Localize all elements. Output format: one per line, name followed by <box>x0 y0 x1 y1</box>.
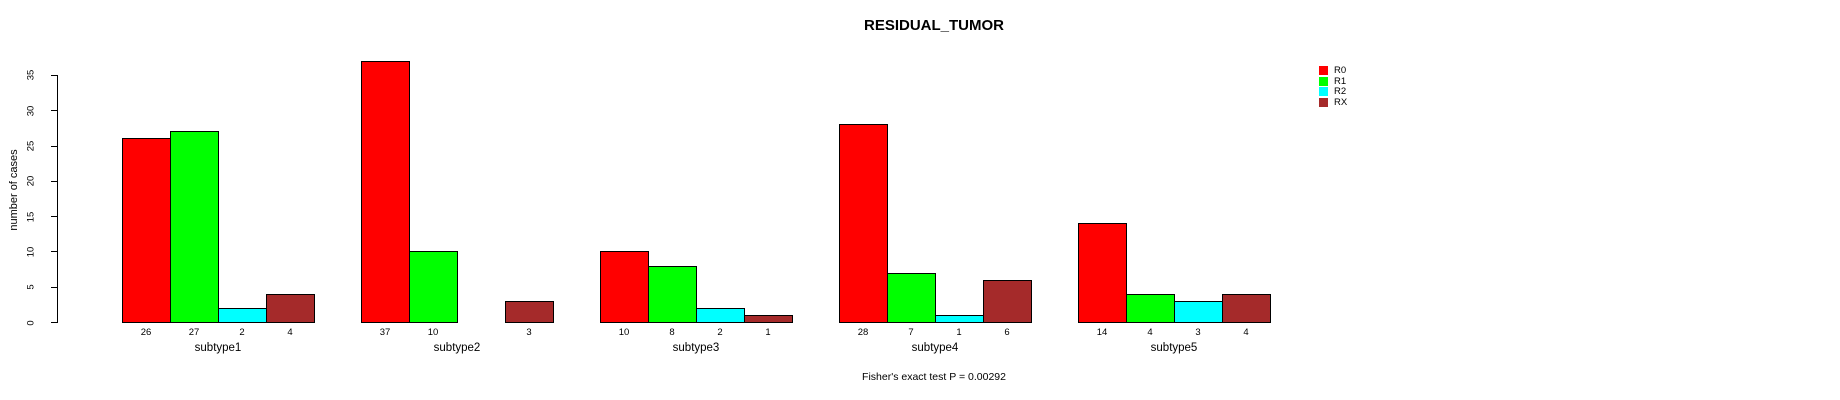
bar-value-label: 6 <box>1004 327 1010 338</box>
y-tick-label: 0 <box>25 319 37 326</box>
legend-swatch-r2 <box>1319 87 1328 96</box>
bar-r2-subtype5 <box>1174 301 1223 323</box>
legend-item-r2: R2 <box>1319 87 1347 96</box>
legend-item-rx: RX <box>1319 96 1348 108</box>
x-category-label: subtype2 <box>433 342 481 354</box>
bar-r0-subtype5 <box>1078 223 1127 323</box>
bar-r2-subtype4 <box>935 315 984 323</box>
legend-item-r1: R1 <box>1319 75 1347 87</box>
bar-r1-subtype1 <box>170 131 219 323</box>
bar-r0-subtype3 <box>600 251 649 323</box>
bar-value-label: 2 <box>717 327 723 338</box>
chart-title: RESIDUAL_TUMOR <box>863 17 1005 34</box>
bar-value-label: 26 <box>140 327 152 338</box>
bar-r0-subtype2 <box>361 61 410 323</box>
y-tick-label: 5 <box>25 284 37 290</box>
y-tick-mark <box>51 110 58 112</box>
bar-rx-subtype4 <box>983 280 1032 323</box>
bar-r1-subtype2 <box>409 251 458 323</box>
bar-rx-subtype1 <box>266 294 315 323</box>
y-tick-mark <box>51 145 58 147</box>
footer-annotation: Fisher's exact test P = 0.00292 <box>862 371 1006 383</box>
bar-value-label: 3 <box>1195 327 1201 338</box>
bar-r1-subtype5 <box>1126 294 1175 323</box>
y-tick-mark <box>51 180 58 182</box>
bar-rx-subtype2 <box>505 301 554 323</box>
y-tick-mark <box>51 251 58 253</box>
y-tick-label: 25 <box>25 140 37 152</box>
y-tick-mark <box>51 322 58 323</box>
bar-value-label: 2 <box>239 327 245 338</box>
y-axis-title: number of cases <box>8 149 20 231</box>
bar-r2-subtype3 <box>696 308 745 323</box>
y-axis-line <box>57 74 58 323</box>
bar-rx-subtype5 <box>1222 294 1271 323</box>
bar-value-label: 28 <box>857 327 869 338</box>
y-tick-mark <box>51 216 58 218</box>
bar-r1-subtype3 <box>648 266 697 323</box>
legend-item-r0: R0 <box>1319 66 1347 75</box>
y-tick-label: 20 <box>25 176 37 187</box>
bar-rx-subtype3 <box>744 315 793 323</box>
x-category-label: subtype4 <box>911 342 959 354</box>
y-tick-label: 35 <box>25 70 37 81</box>
bar-value-label: 37 <box>379 327 391 338</box>
legend-label: RX <box>1334 96 1348 108</box>
bar-value-label: 4 <box>1243 327 1249 338</box>
bar-value-label: 3 <box>526 327 532 338</box>
bar-value-label: 7 <box>908 327 914 338</box>
legend-swatch-r1 <box>1319 76 1328 86</box>
bar-r0-subtype4 <box>839 124 888 323</box>
bar-value-label: 1 <box>956 327 962 338</box>
y-tick-label: 30 <box>25 105 37 116</box>
y-tick-mark <box>51 286 58 288</box>
x-category-label: subtype3 <box>672 342 720 354</box>
bar-value-label: 10 <box>427 327 439 338</box>
legend: R0 R1 R2 RX <box>1319 66 1347 107</box>
legend-label: R2 <box>1334 86 1347 97</box>
bar-value-label: 1 <box>765 327 771 338</box>
x-category-label: subtype5 <box>1150 342 1198 354</box>
bar-r1-subtype4 <box>887 273 936 323</box>
bar-value-label: 4 <box>1147 327 1153 338</box>
y-tick-label: 10 <box>25 246 37 258</box>
bar-value-label: 4 <box>287 327 293 338</box>
y-tick-label: 15 <box>25 211 37 222</box>
bar-value-label: 27 <box>188 327 200 338</box>
bar-r2-subtype1 <box>218 308 267 323</box>
bar-value-label: 14 <box>1096 327 1108 338</box>
y-tick-mark <box>51 74 58 76</box>
legend-label: R1 <box>1334 75 1347 87</box>
bar-value-label: 8 <box>669 327 675 338</box>
legend-swatch-rx <box>1319 97 1328 107</box>
bar-value-label: 10 <box>618 327 630 338</box>
legend-swatch-r0 <box>1319 66 1328 75</box>
legend-label: R0 <box>1334 65 1347 76</box>
bar-r0-subtype1 <box>122 138 171 323</box>
x-category-label: subtype1 <box>194 342 242 354</box>
